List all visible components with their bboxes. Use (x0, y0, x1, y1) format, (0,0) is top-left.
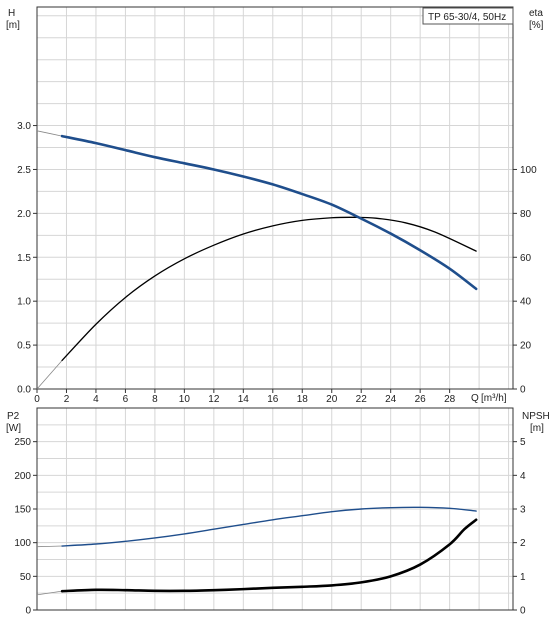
q-tick-label: 2 (64, 394, 70, 405)
q-tick-label: 18 (297, 394, 309, 405)
npsh-axis-unit: [m] (530, 423, 544, 434)
curves (36, 130, 478, 596)
npsh-tick-label: 3 (520, 505, 526, 516)
h-tick-label: 1.5 (17, 253, 31, 264)
npsh-tick-label: 0 (520, 606, 526, 617)
q-tick-label: 20 (326, 394, 338, 405)
q-tick-label: 22 (356, 394, 368, 405)
h-curve-extrapolation (36, 130, 63, 137)
eta-curve (61, 216, 477, 362)
eta-tick-label: 0 (520, 385, 526, 396)
npsh-axis-name: NPSH (522, 411, 550, 422)
q-tick-label: 0 (34, 394, 40, 405)
npsh-tick-label: 4 (520, 471, 526, 482)
eta-curve-extrapolation (36, 360, 63, 390)
eta-axis-name: eta (529, 8, 543, 19)
h-tick-label: 2.0 (17, 209, 31, 220)
p2-tick-label: 250 (14, 437, 31, 448)
q-axis-name: Q (471, 393, 479, 404)
eta-tick-label: 20 (520, 341, 532, 352)
eta-tick-label: 40 (520, 297, 532, 308)
q-axis-unit: [m³/h] (481, 393, 507, 404)
h-tick-label: 0.0 (17, 385, 31, 396)
npsh-tick-label: 2 (520, 538, 526, 549)
p2-axis-unit: [W] (6, 423, 21, 434)
q-tick-label: 12 (208, 394, 220, 405)
h-tick-label: 1.0 (17, 297, 31, 308)
q-tick-label: 8 (152, 394, 158, 405)
h-axis-unit: [m] (6, 20, 20, 31)
eta-tick-label: 80 (520, 209, 532, 220)
legend-label: TP 65-30/4, 50Hz (428, 12, 506, 23)
p2-tick-label: 200 (14, 471, 31, 482)
legend: TP 65-30/4, 50Hz (422, 7, 514, 25)
h-curve (60, 134, 478, 291)
top-grid (37, 7, 513, 389)
p2-tick-label: 150 (14, 505, 31, 516)
h-axis-name: H (8, 8, 15, 19)
p2-tick-label: 0 (25, 606, 31, 617)
q-tick-label: 28 (444, 394, 456, 405)
npsh-curve (60, 518, 478, 593)
q-tick-label: 10 (179, 394, 191, 405)
eta-tick-label: 60 (520, 253, 532, 264)
q-tick-label: 16 (267, 394, 279, 405)
p2-tick-label: 100 (14, 538, 31, 549)
p2-tick-label: 50 (20, 572, 32, 583)
npsh-tick-label: 5 (520, 437, 526, 448)
h-tick-label: 3.0 (17, 121, 31, 132)
q-tick-label: 6 (123, 394, 129, 405)
eta-tick-label: 100 (520, 165, 537, 176)
q-tick-label: 26 (415, 394, 427, 405)
npsh-curve-extrapolation (36, 590, 63, 596)
q-tick-label: 24 (385, 394, 397, 405)
h-tick-label: 2.5 (17, 165, 31, 176)
top-plot-frame (36, 6, 514, 390)
q-tick-label: 14 (238, 394, 250, 405)
q-tick-label: 4 (93, 394, 99, 405)
npsh-tick-label: 1 (520, 572, 526, 583)
eta-axis-unit: [%] (529, 20, 544, 31)
h-tick-label: 0.5 (17, 341, 31, 352)
p2-curve-extrapolation (36, 545, 63, 548)
p2-curve (61, 506, 477, 547)
p2-axis-name: P2 (7, 411, 20, 422)
